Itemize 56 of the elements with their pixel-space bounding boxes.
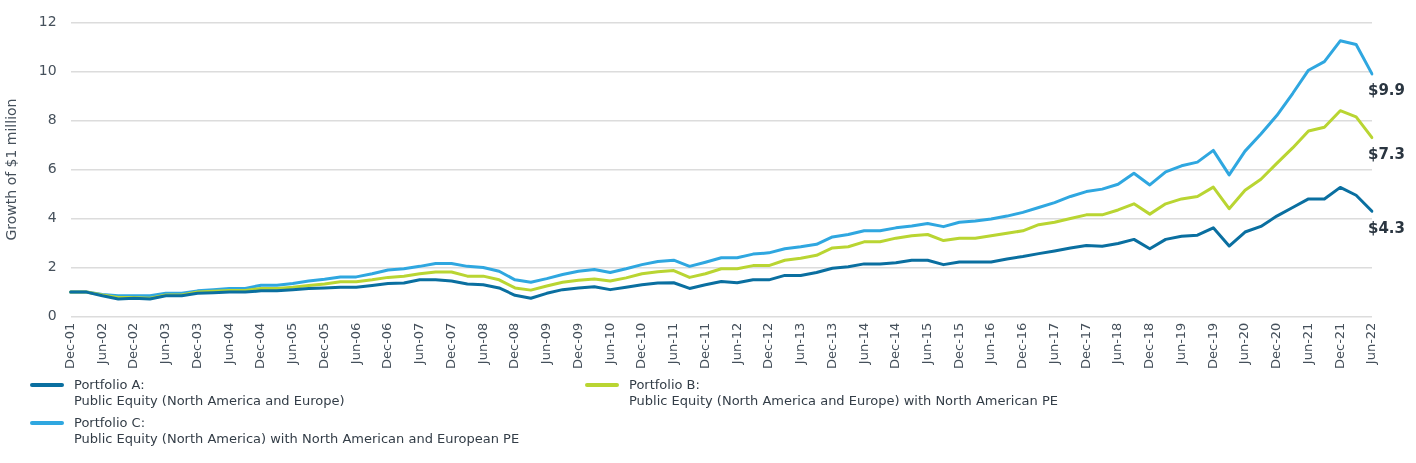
x-tick-label: Jun-12 bbox=[728, 322, 744, 366]
x-tick-label: Dec-01 bbox=[61, 322, 77, 369]
x-tick-label: Dec-15 bbox=[950, 322, 966, 369]
x-tick-label: Dec-02 bbox=[125, 322, 141, 369]
x-tick-label: Dec-12 bbox=[760, 322, 776, 369]
x-tick-label: Dec-21 bbox=[1331, 322, 1347, 369]
x-tick-label: Dec-08 bbox=[506, 322, 522, 369]
x-tick-label: Jun-17 bbox=[1045, 322, 1061, 366]
y-tick-label: 10 bbox=[38, 62, 57, 79]
x-tick-label: Jun-13 bbox=[792, 322, 808, 366]
x-tick-label: Dec-04 bbox=[252, 322, 268, 369]
annotation: $9.9 bbox=[1368, 81, 1406, 100]
x-tick-label: Jun-10 bbox=[601, 322, 617, 366]
x-tick-label: Jun-11 bbox=[665, 322, 681, 366]
x-tick-label: Jun-03 bbox=[157, 322, 173, 366]
x-tick-label: Jun-07 bbox=[411, 322, 427, 366]
x-tick-label: Jun-20 bbox=[1236, 322, 1252, 366]
x-tick-label: Dec-14 bbox=[887, 322, 903, 369]
legend-label: Portfolio A: Public Equity (North America and Europe) bbox=[74, 377, 345, 409]
legend-label: Portfolio B: Public Equity (North America and Europe) with North American PE bbox=[629, 377, 1058, 409]
x-tick-label: Jun-09 bbox=[538, 322, 554, 366]
x-tick-label: Dec-20 bbox=[1268, 322, 1284, 369]
y-tick-label: 6 bbox=[47, 160, 57, 177]
x-tick-label: Dec-06 bbox=[379, 322, 395, 369]
x-tick-label: Dec-07 bbox=[442, 322, 458, 369]
annotation: $7.3 bbox=[1368, 145, 1406, 164]
x-tick-label: Dec-11 bbox=[696, 322, 712, 369]
x-tick-label: Jun-14 bbox=[855, 322, 871, 366]
y-axis-title: Growth of $1 million bbox=[3, 98, 20, 241]
x-tick-label: Jun-04 bbox=[220, 322, 236, 366]
y-tick-label: 0 bbox=[47, 307, 57, 324]
x-tick-label: Dec-09 bbox=[569, 322, 585, 369]
x-tick-label: Jun-19 bbox=[1172, 322, 1188, 366]
x-tick-label: Jun-15 bbox=[919, 322, 934, 366]
legend-label: Portfolio C: Public Equity (North America) with North American and European PE bbox=[74, 415, 520, 447]
x-tick-label: Dec-17 bbox=[1077, 322, 1093, 369]
x-tick-label: Dec-10 bbox=[633, 322, 649, 369]
x-tick-label: Dec-16 bbox=[1014, 322, 1030, 369]
x-tick-label: Dec-13 bbox=[823, 322, 839, 369]
annotation: $4.3 bbox=[1368, 218, 1406, 237]
y-tick-label: 8 bbox=[47, 111, 57, 128]
x-tick-label: Jun-18 bbox=[1109, 322, 1125, 366]
x-tick-label: Jun-22 bbox=[1363, 322, 1379, 366]
x-tick-label: Jun-16 bbox=[982, 322, 998, 366]
y-tick-label: 2 bbox=[47, 258, 57, 275]
x-tick-label: Jun-06 bbox=[347, 322, 363, 366]
y-tick-label: 12 bbox=[38, 13, 57, 30]
x-tick-label: Dec-18 bbox=[1141, 322, 1157, 369]
x-tick-label: Dec-03 bbox=[188, 322, 204, 369]
x-tick-label: Dec-19 bbox=[1204, 322, 1220, 369]
x-tick-label: Jun-02 bbox=[93, 322, 109, 366]
x-tick-label: Jun-05 bbox=[284, 322, 300, 366]
x-tick-label: Jun-08 bbox=[474, 322, 490, 366]
x-tick-label: Jun-21 bbox=[1299, 322, 1315, 366]
x-tick-label: Dec-05 bbox=[315, 322, 331, 369]
y-tick-label: 4 bbox=[47, 209, 57, 226]
